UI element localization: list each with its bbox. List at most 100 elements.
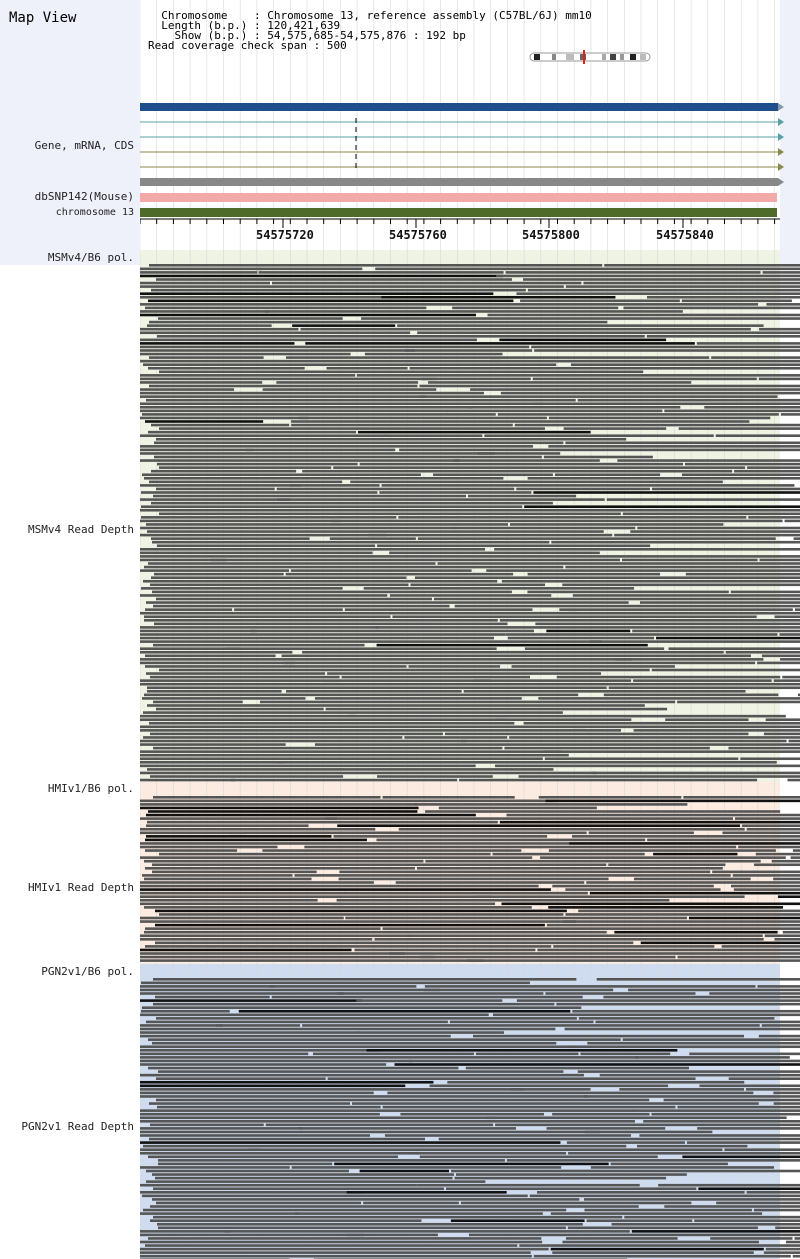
read-alignment	[345, 916, 687, 920]
read-alignment	[153, 604, 450, 608]
read-alignment	[150, 732, 443, 736]
read-alignment	[578, 909, 800, 913]
read-alignment	[140, 750, 562, 753]
read-alignment	[143, 1208, 567, 1212]
read-alignment	[294, 1212, 543, 1215]
read-alignment	[565, 888, 721, 891]
genome-browser-view[interactable]: 54575720 54575760 54575800 54575840 Chromos…	[140, 0, 800, 1259]
read-alignment	[256, 267, 363, 271]
read-alignment	[712, 870, 800, 874]
transcript-arrow-icon	[778, 148, 784, 156]
read-alignment	[155, 1176, 453, 1180]
read-alignment	[140, 1024, 223, 1027]
read-alignment	[572, 1009, 800, 1013]
read-alignment	[140, 1212, 299, 1215]
read-alignment	[140, 1056, 639, 1059]
read-alignment	[140, 661, 296, 665]
read-alignment	[746, 1088, 800, 1091]
read-alignment	[472, 1034, 744, 1038]
read-alignment	[765, 1247, 800, 1251]
read-alignment	[624, 1215, 800, 1219]
read-alignment	[142, 473, 421, 477]
read-alignment	[487, 313, 800, 317]
read-alignment	[141, 516, 397, 519]
read-alignment	[140, 1127, 303, 1130]
read-alignment	[140, 445, 534, 448]
read-alignment	[299, 1127, 517, 1130]
read-alignment	[140, 1233, 365, 1237]
read-alignment	[611, 1222, 800, 1226]
read-alignment	[224, 1230, 630, 1233]
read-alignment	[548, 445, 800, 448]
read-alignment	[473, 679, 632, 682]
read-alignment	[143, 579, 498, 583]
read-alignment	[395, 881, 585, 884]
read-alignment	[694, 1219, 800, 1222]
read-alignment	[734, 469, 800, 473]
read-alignment	[463, 690, 746, 693]
read-alignment	[381, 484, 795, 487]
read-alignment	[423, 988, 614, 992]
read-alignment	[145, 838, 367, 842]
read-alignment	[285, 572, 514, 576]
read-alignment	[794, 1237, 800, 1240]
read-alignment	[140, 381, 263, 384]
read-alignment	[285, 356, 710, 359]
read-alignment	[356, 999, 503, 1002]
read-alignment	[505, 271, 761, 274]
read-alignment	[149, 356, 264, 359]
read-alignment	[363, 1201, 459, 1205]
read-alignment	[140, 999, 363, 1002]
read-alignment	[140, 327, 299, 331]
read-alignment	[564, 1027, 800, 1031]
read-alignment	[145, 608, 233, 611]
read-alignment	[413, 1151, 567, 1155]
ruler-label: 54575720	[256, 228, 314, 242]
read-alignment	[711, 356, 800, 359]
read-alignment	[509, 736, 800, 739]
read-alignment	[538, 796, 682, 799]
read-alignment	[334, 1162, 609, 1166]
read-alignment	[140, 650, 293, 654]
read-alignment	[140, 388, 235, 391]
read-alignment	[140, 803, 417, 806]
read-alignment	[314, 697, 522, 700]
read-alignment	[596, 978, 800, 981]
read-alignment	[140, 714, 356, 718]
read-alignment	[146, 1169, 350, 1173]
read-alignment	[716, 1201, 800, 1205]
grey-track-arrow-icon	[778, 178, 784, 186]
hmi-depth-label: HMIv1 Read Depth	[28, 881, 134, 894]
region-info: Chromosome : Chromosome 13, reference as…	[148, 10, 592, 51]
read-alignment	[145, 306, 427, 310]
read-alignment	[400, 1112, 544, 1116]
read-alignment	[419, 1155, 658, 1159]
msm-depth-label: MSMv4 Read Depth	[28, 523, 134, 536]
read-alignment	[572, 725, 800, 729]
read-alignment	[748, 516, 800, 519]
read-alignment	[250, 629, 534, 633]
read-alignment	[587, 1041, 800, 1045]
read-alignment	[291, 420, 750, 423]
read-alignment	[140, 891, 346, 895]
read-alignment	[359, 462, 683, 466]
read-alignment	[140, 842, 570, 845]
read-alignment	[140, 938, 373, 941]
read-alignment	[140, 739, 467, 743]
read-alignment	[534, 349, 800, 352]
read-alignment	[331, 902, 496, 906]
grey-track-bar	[140, 178, 778, 186]
read-alignment	[140, 349, 416, 352]
read-alignment	[429, 1084, 669, 1088]
read-alignment	[495, 1123, 800, 1127]
read-alignment	[496, 274, 800, 278]
read-alignment	[140, 1230, 231, 1233]
track-canvas: 54575720 54575760 54575800 54575840	[140, 0, 800, 1259]
ideogram-position-marker	[583, 50, 585, 64]
read-alignment	[271, 995, 583, 999]
read-alignment	[755, 852, 800, 856]
read-alignment	[140, 640, 602, 643]
read-alignment	[536, 1191, 745, 1194]
read-alignment	[685, 572, 800, 576]
read-alignment	[465, 1066, 689, 1070]
